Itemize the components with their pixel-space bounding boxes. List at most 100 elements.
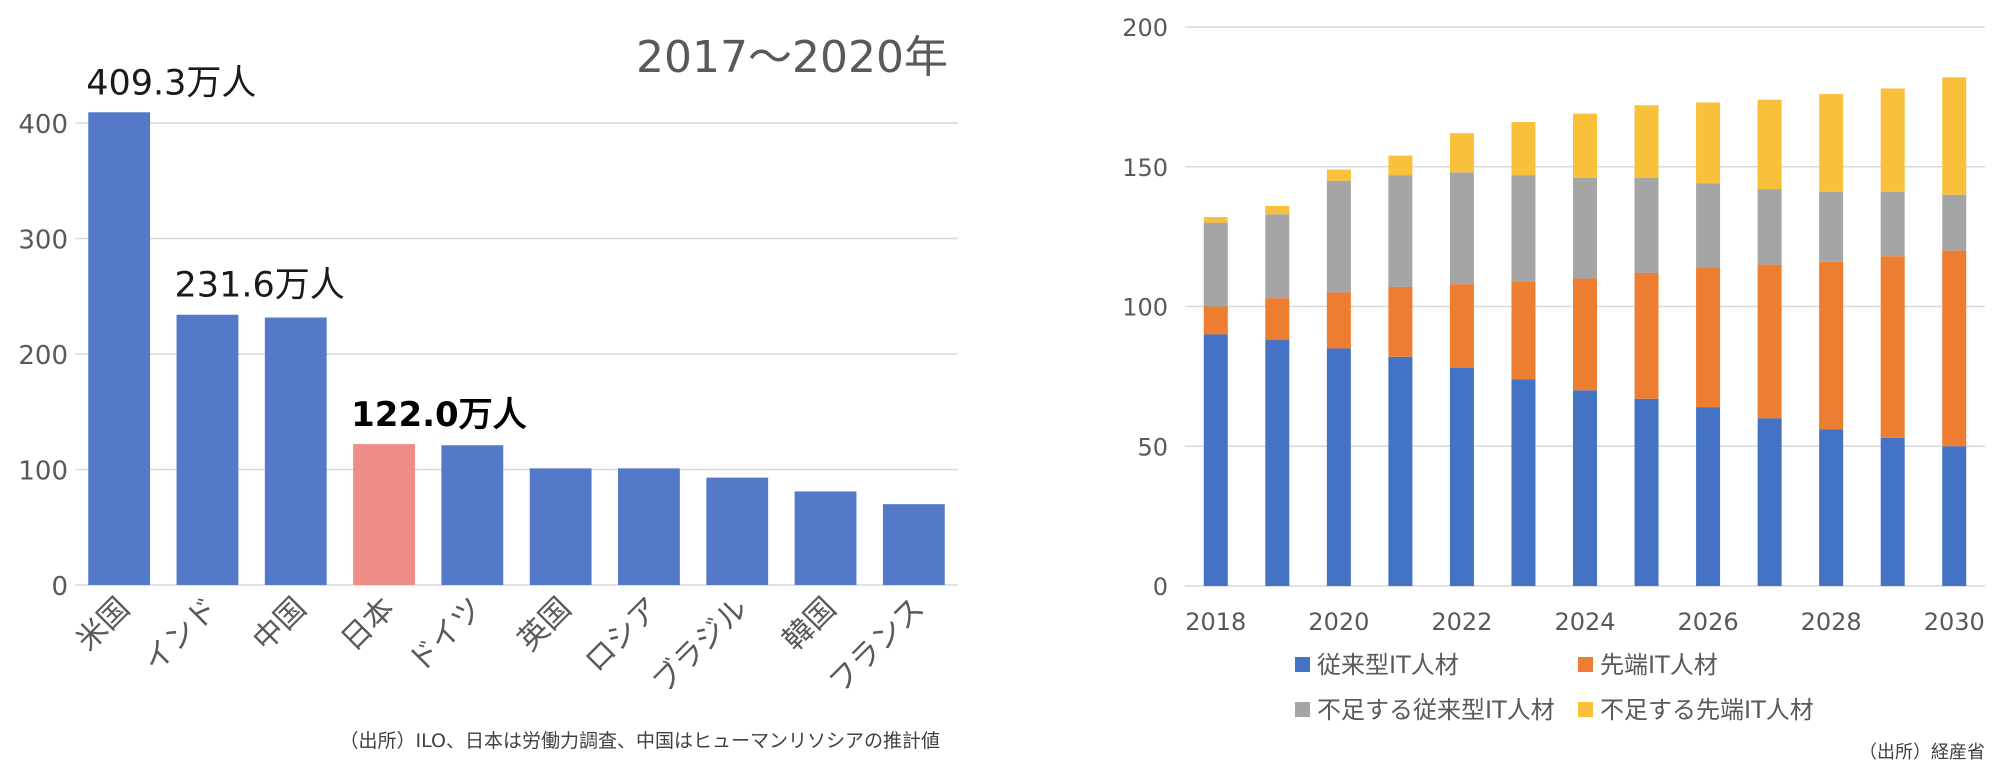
right-bar-segment bbox=[1449, 172, 1474, 285]
right-bar-segment bbox=[1942, 77, 1967, 195]
left-x-tick-label: ドイツ bbox=[402, 591, 490, 679]
right-source-note: （出所）経産省 bbox=[1859, 742, 1985, 763]
right-bar-segment bbox=[1511, 122, 1536, 176]
right-legend-swatch bbox=[1295, 702, 1310, 717]
right-bar-segment bbox=[1265, 298, 1290, 341]
right-bar-segment bbox=[1696, 183, 1721, 268]
right-bar-segment bbox=[1942, 194, 1967, 251]
right-y-tick-label: 100 bbox=[1122, 294, 1168, 322]
right-legend-label: 先端IT人材 bbox=[1600, 651, 1718, 679]
left-x-tick-label: フランス bbox=[822, 591, 931, 700]
right-bar-segment bbox=[1388, 286, 1413, 357]
left-data-label: 409.3万人 bbox=[86, 63, 256, 103]
right-y-tick-label: 0 bbox=[1153, 573, 1168, 601]
right-bar-segment bbox=[1573, 113, 1597, 178]
left-data-label: 122.0万人 bbox=[351, 395, 527, 435]
right-bar-segment bbox=[1573, 390, 1597, 586]
left-bar bbox=[176, 314, 239, 585]
right-bar-segment bbox=[1449, 284, 1474, 368]
right-x-tick-label: 2022 bbox=[1431, 608, 1492, 636]
right-legend-swatch bbox=[1295, 657, 1310, 672]
right-bar-segment bbox=[1511, 281, 1536, 380]
left-x-tick-label: インド bbox=[137, 591, 225, 679]
right-bar-segment bbox=[1634, 177, 1659, 273]
right-bar-segment bbox=[1819, 94, 1844, 192]
right-bar-segment bbox=[1757, 189, 1782, 265]
right-bar-segment bbox=[1819, 191, 1844, 262]
right-bar-segment bbox=[1388, 175, 1413, 287]
right-bar-segment bbox=[1203, 222, 1228, 307]
left-y-tick-label: 300 bbox=[18, 226, 68, 256]
left-chart-country-it-workforce: 0 100 200 300 400 409.3万人 231.6万人 122.0万人 米国 イン… bbox=[18, 32, 958, 752]
left-y-tick-labels: 0 100 200 300 400 bbox=[18, 110, 68, 602]
right-bar-segment bbox=[1203, 306, 1228, 335]
left-bar bbox=[882, 504, 945, 585]
left-x-tick-label: 英国 bbox=[511, 591, 578, 658]
right-bar-segment bbox=[1757, 264, 1782, 419]
right-bar-segment bbox=[1757, 418, 1782, 586]
right-legend-swatch bbox=[1578, 702, 1593, 717]
right-bar-segment bbox=[1326, 180, 1351, 293]
left-y-tick-label: 400 bbox=[18, 110, 68, 140]
left-bars bbox=[88, 112, 945, 586]
right-bar-segment bbox=[1696, 267, 1721, 408]
left-x-tick-label: ブラジル bbox=[646, 591, 755, 700]
right-bar-segment bbox=[1880, 256, 1905, 438]
right-bar-segment bbox=[1449, 133, 1474, 173]
left-bar bbox=[441, 445, 504, 585]
right-bar-segment bbox=[1573, 177, 1597, 279]
right-bar-segment bbox=[1757, 99, 1782, 190]
right-x-tick-label: 2024 bbox=[1554, 608, 1615, 636]
left-y-tick-label: 100 bbox=[18, 457, 68, 487]
right-x-tick-label: 2028 bbox=[1801, 608, 1862, 636]
right-bar-segment bbox=[1388, 356, 1413, 586]
right-bar-segment bbox=[1573, 278, 1597, 391]
right-legend-swatch bbox=[1578, 657, 1593, 672]
right-bar-segment bbox=[1326, 169, 1351, 181]
left-chart-title: 2017～2020年 bbox=[636, 32, 948, 83]
left-data-label: 231.6万人 bbox=[175, 266, 345, 306]
right-bar-segment bbox=[1265, 205, 1290, 215]
right-bar-segment bbox=[1819, 261, 1844, 430]
right-bar-segment bbox=[1203, 334, 1228, 586]
right-bar-segment bbox=[1203, 217, 1228, 223]
right-x-tick-label: 2020 bbox=[1308, 608, 1369, 636]
left-x-tick-label: 日本 bbox=[335, 591, 402, 658]
left-y-tick-label: 200 bbox=[18, 341, 68, 371]
left-source-note: （出所）ILO、日本は労働力調査、中国はヒューマンリソシアの推計値 bbox=[340, 730, 940, 752]
right-legend-label: 従来型IT人材 bbox=[1317, 651, 1459, 679]
right-y-tick-label: 150 bbox=[1122, 154, 1168, 182]
left-bar bbox=[353, 444, 415, 585]
right-bar-segment bbox=[1880, 88, 1905, 192]
left-data-labels: 409.3万人 231.6万人 122.0万人 bbox=[86, 63, 526, 435]
right-bar-segment bbox=[1265, 214, 1290, 299]
right-bar-segment bbox=[1819, 429, 1844, 586]
left-bar bbox=[264, 317, 327, 585]
left-bar bbox=[529, 468, 592, 585]
right-bar-segment bbox=[1696, 407, 1721, 586]
right-x-tick-label: 2030 bbox=[1924, 608, 1985, 636]
right-x-tick-label: 2026 bbox=[1678, 608, 1739, 636]
right-y-tick-label: 200 bbox=[1122, 14, 1168, 42]
right-bar-segment bbox=[1265, 340, 1290, 586]
right-legend-label: 不足する先端IT人材 bbox=[1600, 696, 1814, 724]
right-bar-segment bbox=[1634, 105, 1659, 178]
left-bar bbox=[618, 468, 680, 585]
left-y-tick-label: 0 bbox=[51, 572, 68, 602]
right-bar-segment bbox=[1634, 398, 1659, 586]
left-x-tick-label: ロシア bbox=[578, 591, 666, 679]
right-bar-segment bbox=[1511, 379, 1536, 586]
right-x-tick-labels: 2018 2020 2022 2024 2026 2028 2030 bbox=[1185, 608, 1985, 636]
right-bar-segment bbox=[1696, 102, 1721, 184]
right-legend-label: 不足する従来型IT人材 bbox=[1317, 696, 1555, 724]
left-bar bbox=[794, 491, 857, 585]
left-bar bbox=[88, 112, 151, 586]
left-x-tick-label: 中国 bbox=[246, 591, 313, 658]
right-y-tick-label: 50 bbox=[1137, 433, 1168, 461]
right-bar-segment bbox=[1326, 348, 1351, 586]
right-bar-segment bbox=[1511, 175, 1536, 282]
right-bar-segment bbox=[1942, 250, 1967, 447]
right-bar-segment bbox=[1449, 367, 1474, 586]
right-bar-segment bbox=[1880, 191, 1905, 257]
